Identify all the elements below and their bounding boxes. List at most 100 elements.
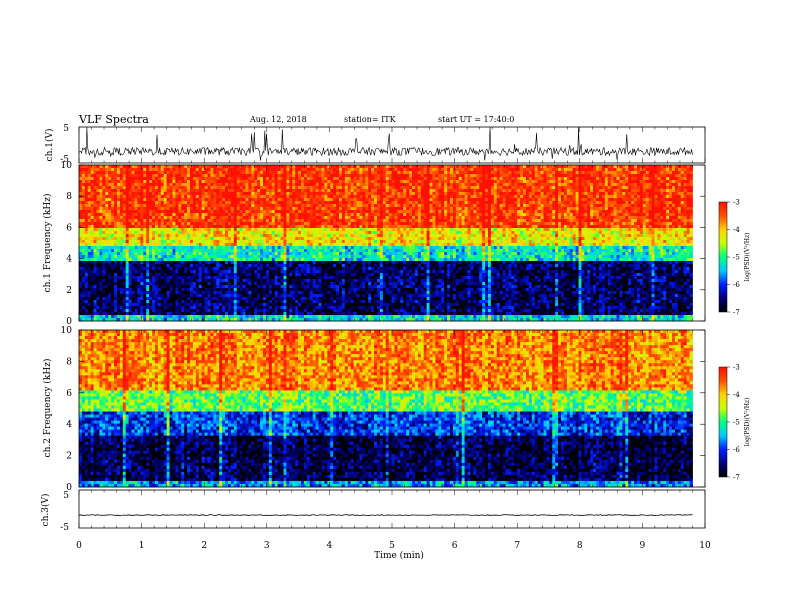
spectrogram-cell	[319, 246, 322, 249]
spectrogram-cell	[190, 300, 193, 303]
spectrogram-cell	[91, 312, 94, 315]
spectrogram-cell	[321, 192, 324, 195]
spectrogram-cell	[105, 264, 108, 267]
spectrogram-cell	[184, 192, 187, 195]
spectrogram-cell	[228, 210, 231, 213]
spectrogram-cell	[219, 231, 222, 234]
spectrogram-cell	[240, 192, 243, 195]
spectrogram-cell	[304, 174, 307, 177]
spectrogram-cell	[246, 252, 249, 255]
spectrogram-cell	[281, 303, 284, 306]
spectrogram-cell	[281, 204, 284, 207]
spectrogram-cell	[205, 204, 208, 207]
spectrogram-cell	[269, 189, 272, 192]
spectrogram-cell	[216, 306, 219, 309]
spectrogram-cell	[313, 246, 316, 249]
spectrogram-cell	[202, 228, 205, 231]
spectrogram-cell	[210, 276, 213, 279]
spectrogram-cell	[178, 252, 181, 255]
spectrogram-cell	[208, 285, 211, 288]
spectrogram-cell	[187, 264, 190, 267]
spectrogram-cell	[167, 255, 170, 258]
spectrogram-cell	[210, 282, 213, 285]
spectrogram-cell	[178, 267, 181, 270]
spectrogram-cell	[316, 168, 319, 171]
spectrogram-cell	[313, 309, 316, 312]
spectrogram-cell	[108, 261, 111, 264]
spectrogram-cell	[298, 171, 301, 174]
spectrogram-cell	[240, 303, 243, 306]
spectrogram-cell	[88, 255, 91, 258]
spectrogram-cell	[79, 264, 82, 267]
spectrogram-cell	[295, 279, 298, 282]
spectrogram-cell	[88, 297, 91, 300]
spectrogram-cell	[79, 306, 82, 309]
spectrogram-cell	[181, 264, 184, 267]
spectrogram-cell	[190, 309, 193, 312]
spectrogram-cell	[266, 258, 269, 261]
spectrogram-cell	[82, 243, 85, 246]
spectrogram-cell	[175, 207, 178, 210]
spectrogram-cell	[79, 282, 82, 285]
spectrogram-cell	[295, 210, 298, 213]
spectrogram-cell	[111, 222, 114, 225]
spectrogram-cell	[91, 240, 94, 243]
spectrogram-cell	[181, 234, 184, 237]
spectrogram-cell	[313, 180, 316, 183]
spectrogram-cell	[167, 228, 170, 231]
spectrogram-cell	[199, 234, 202, 237]
spectrogram-cell	[184, 288, 187, 291]
spectrogram-cell	[123, 204, 126, 207]
spectrogram-cell	[254, 210, 257, 213]
spectrogram-cell	[184, 294, 187, 297]
spectrogram-cell	[228, 288, 231, 291]
spectrogram-cell	[281, 192, 284, 195]
spectrogram-cell	[187, 222, 190, 225]
spectrogram-cell	[254, 186, 257, 189]
spectrogram-cell	[298, 306, 301, 309]
spectrogram-cell	[228, 201, 231, 204]
spectrogram-cell	[292, 258, 295, 261]
spectrogram-cell	[202, 267, 205, 270]
spectrogram-cell	[143, 174, 146, 177]
spectrogram-cell	[316, 222, 319, 225]
spectrogram-cell	[316, 228, 319, 231]
spectrogram-cell	[178, 207, 181, 210]
spectrogram-cell	[237, 219, 240, 222]
spectrogram-cell	[88, 273, 91, 276]
spectrogram-cell	[324, 258, 327, 261]
spectrogram-cell	[82, 225, 85, 228]
spectrogram-cell	[208, 237, 211, 240]
spectrogram-cell	[172, 216, 175, 219]
spectrogram-cell	[99, 261, 102, 264]
spectrogram-cell	[111, 231, 114, 234]
spectrogram-cell	[140, 186, 143, 189]
spectrogram-cell	[146, 252, 149, 255]
spectrogram-cell	[310, 258, 313, 261]
spectrogram-cell	[257, 174, 260, 177]
spectrogram-cell	[79, 165, 82, 168]
spectrogram-cell	[316, 288, 319, 291]
spectrogram-cell	[202, 192, 205, 195]
spectrogram-cell	[298, 228, 301, 231]
spectrogram-cell	[172, 261, 175, 264]
spectrogram-cell	[161, 249, 164, 252]
spectrogram-cell	[316, 240, 319, 243]
spectrogram-cell	[99, 300, 102, 303]
spectrogram-cell	[281, 210, 284, 213]
spectrogram-cell	[135, 219, 138, 222]
spectrogram-cell	[301, 234, 304, 237]
spectrogram-cell	[289, 261, 292, 264]
spectrogram-cell	[313, 189, 316, 192]
spectrogram-cell	[266, 246, 269, 249]
spectrogram-cell	[316, 225, 319, 228]
spectrogram-cell	[219, 309, 222, 312]
spectrogram-cell	[187, 177, 190, 180]
spectrogram-cell	[190, 207, 193, 210]
spectrogram-cell	[243, 255, 246, 258]
spectrogram-cell	[327, 207, 330, 210]
spectrogram-cell	[161, 201, 164, 204]
spectrogram-cell	[158, 207, 161, 210]
spectrogram-cell	[143, 213, 146, 216]
spectrogram-cell	[272, 186, 275, 189]
